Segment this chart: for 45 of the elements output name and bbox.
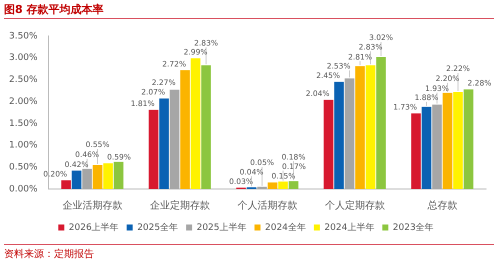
bar <box>288 181 298 189</box>
bar <box>103 163 113 189</box>
y-tick-label: 3.00% <box>8 53 38 64</box>
bar <box>170 90 180 189</box>
bar <box>324 100 334 189</box>
bar <box>355 66 365 189</box>
x-tick-label: 个人活期存款 <box>237 200 298 212</box>
text: 资料来源：定期报告 <box>4 248 94 261</box>
bar <box>422 106 432 189</box>
y-tick-label: 2.50% <box>8 75 38 86</box>
y-tick-label: 2.00% <box>8 96 38 107</box>
legend-label: 2023全年 <box>392 222 434 233</box>
x-tick-label: 企业定期存款 <box>150 200 210 212</box>
x-tick-label: 个人定期存款 <box>324 200 385 212</box>
bar <box>61 180 71 189</box>
bar <box>376 56 386 189</box>
bar <box>278 182 288 189</box>
bar <box>453 92 463 189</box>
x-tick-label: 企业活期存款 <box>62 200 122 212</box>
bar <box>92 164 102 189</box>
y-tick-label: 0.50% <box>8 162 38 172</box>
y-tick-label: 1.50% <box>8 118 38 129</box>
y-tick-label: 1.00% <box>8 140 38 151</box>
bar <box>464 89 474 189</box>
legend-label: 2026上半年 <box>68 222 119 233</box>
bar <box>159 98 169 189</box>
bar <box>411 113 421 189</box>
legend-label: 2025全年 <box>137 222 178 233</box>
bar <box>366 65 376 189</box>
bar <box>268 182 278 189</box>
bar <box>72 170 82 189</box>
bar <box>114 162 124 189</box>
x-tick-label: 总存款 <box>426 200 458 212</box>
bar <box>442 92 452 189</box>
y-tick-label: 0.00% <box>8 184 38 194</box>
bar <box>190 58 200 189</box>
bar <box>334 82 344 189</box>
bar <box>148 110 158 189</box>
legend-label: 2024上半年 <box>324 222 374 233</box>
y-tick-label: 3.50% <box>8 31 38 42</box>
legend-label: 2024全年 <box>265 222 306 233</box>
bar <box>180 70 190 189</box>
legend-label: 2025上半年 <box>196 222 246 233</box>
bar <box>201 65 211 189</box>
chart-title: 图8 存款平均成本率 <box>4 2 104 17</box>
